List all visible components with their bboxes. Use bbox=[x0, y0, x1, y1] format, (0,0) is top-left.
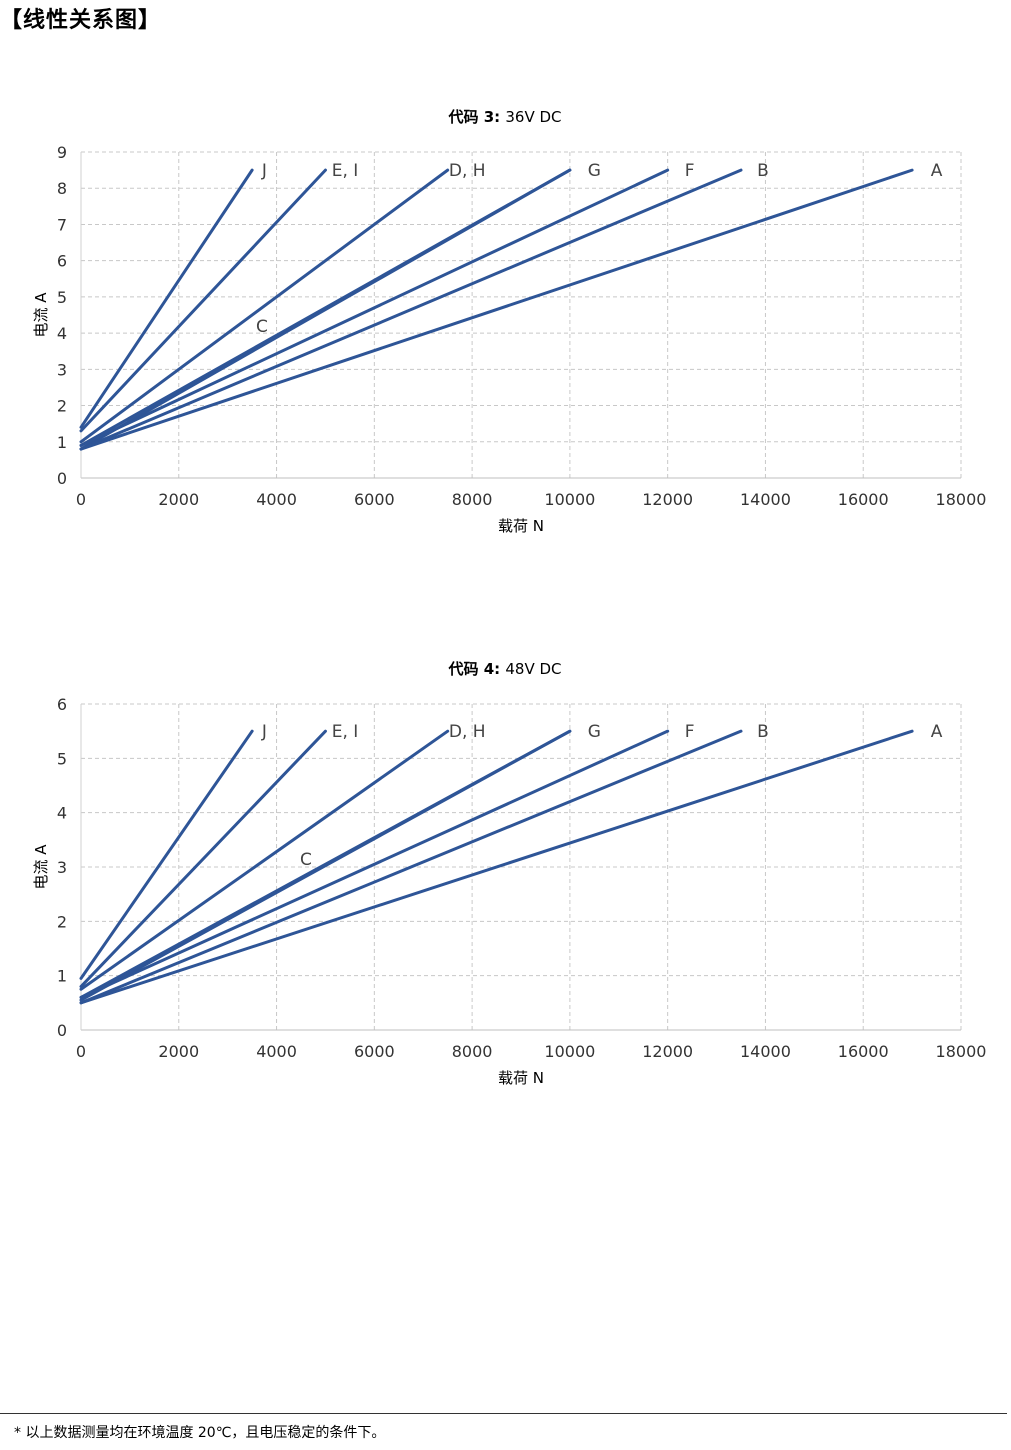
series-label: F bbox=[685, 161, 695, 181]
footer-divider bbox=[0, 1413, 1007, 1414]
y-tick-label: 5 bbox=[57, 749, 67, 768]
chart-code-3-svg: 代码 3: 36V DC 0 2000 4000 6000 8000 10000 12000 1… bbox=[32, 108, 987, 535]
series-line-dh bbox=[79, 729, 450, 991]
series-label: B bbox=[757, 161, 769, 181]
y-tick-label: 3 bbox=[57, 858, 67, 877]
x-tick-label: 14000 bbox=[740, 490, 791, 509]
x-tick-label: 8000 bbox=[452, 490, 493, 509]
series-line-c bbox=[79, 729, 572, 1002]
x-tick-label: 4000 bbox=[256, 1042, 297, 1061]
series-label: A bbox=[931, 161, 943, 181]
chart-subtitle: 48V DC bbox=[505, 660, 561, 678]
x-tick-label: 18000 bbox=[936, 490, 987, 509]
y-tick-label: 2 bbox=[57, 397, 67, 416]
series-line-f bbox=[79, 168, 670, 447]
series-line-b bbox=[79, 729, 743, 1005]
y-tick-label: 4 bbox=[57, 324, 67, 343]
y-tick-label: 9 bbox=[57, 143, 67, 162]
x-tick-label: 16000 bbox=[838, 1042, 889, 1061]
chart-title: 代码 3: 36V DC bbox=[447, 108, 561, 126]
series-label: A bbox=[931, 722, 943, 742]
series-label: C bbox=[256, 317, 268, 337]
x-tick-label: 6000 bbox=[354, 1042, 395, 1061]
series-line-dh bbox=[79, 168, 450, 444]
y-tick-label: 7 bbox=[57, 215, 67, 234]
series-label: J bbox=[261, 722, 267, 742]
chart-subtitle: 36V DC bbox=[505, 108, 561, 126]
footnote: * 以上数据测量均在环境温度 20℃，且电压稳定的条件下。 bbox=[14, 1425, 386, 1441]
page-heading: 【线性关系图】 bbox=[0, 8, 162, 33]
y-tick-label: 1 bbox=[57, 967, 67, 986]
series-label: C bbox=[300, 850, 312, 870]
x-tick-label: 12000 bbox=[642, 1042, 693, 1061]
chart-code-4: 代码 4: 48V DC 0 2000 4000 6000 8000 10000 12000 1… bbox=[0, 647, 1011, 1107]
x-tick-label: 14000 bbox=[740, 1042, 791, 1061]
series-line-a bbox=[79, 168, 914, 451]
series-label: B bbox=[757, 722, 769, 742]
series-line-a bbox=[79, 729, 914, 1005]
x-tick-label: 10000 bbox=[544, 1042, 595, 1061]
chart-title: 代码 4: 48V DC bbox=[447, 660, 561, 678]
x-tick-label: 4000 bbox=[256, 490, 297, 509]
series-label: F bbox=[685, 722, 695, 742]
chart-code-4-svg: 代码 4: 48V DC 0 2000 4000 6000 8000 10000 12000 1… bbox=[32, 660, 987, 1087]
y-axis-title: 电流 A bbox=[32, 292, 50, 338]
y-tick-label: 0 bbox=[57, 469, 67, 488]
y-tick-label: 2 bbox=[57, 912, 67, 931]
series-line-j bbox=[79, 729, 254, 980]
y-tick-label: 4 bbox=[57, 804, 67, 823]
x-tick-label: 2000 bbox=[158, 490, 199, 509]
x-tick-label: 0 bbox=[76, 490, 86, 509]
series-label: D, H bbox=[449, 161, 486, 181]
series-label: E, I bbox=[332, 161, 359, 181]
y-tick-label: 1 bbox=[57, 433, 67, 452]
series-line-j bbox=[79, 168, 254, 429]
x-tick-label: 12000 bbox=[642, 490, 693, 509]
y-tick-label: 3 bbox=[57, 360, 67, 379]
y-axis-title: 电流 A bbox=[32, 844, 50, 890]
y-tick-label: 6 bbox=[57, 252, 67, 271]
y-tick-label: 8 bbox=[57, 179, 67, 198]
series-line-ei bbox=[79, 729, 327, 989]
series-line-b bbox=[79, 168, 743, 451]
x-axis-title: 载荷 N bbox=[498, 1069, 544, 1087]
chart-code-3: 代码 3: 36V DC 0 2000 4000 6000 8000 10000 12000 1… bbox=[0, 95, 1011, 555]
y-tick-label: 5 bbox=[57, 288, 67, 307]
x-tick-label: 0 bbox=[76, 1042, 86, 1061]
series-label: D, H bbox=[449, 722, 486, 742]
x-tick-label: 2000 bbox=[158, 1042, 199, 1061]
chart-title-main: 代码 4: bbox=[447, 660, 505, 678]
series-line-c bbox=[79, 168, 572, 451]
y-tick-label: 0 bbox=[57, 1021, 67, 1040]
series-label: J bbox=[261, 161, 267, 181]
x-tick-label: 10000 bbox=[544, 490, 595, 509]
x-tick-label: 18000 bbox=[936, 1042, 987, 1061]
x-axis-title: 载荷 N bbox=[498, 517, 544, 535]
chart-title-main: 代码 3: bbox=[447, 108, 505, 126]
series-label: G bbox=[588, 722, 601, 742]
series-label: G bbox=[588, 161, 601, 181]
series-line-ei bbox=[79, 168, 327, 433]
x-tick-label: 16000 bbox=[838, 490, 889, 509]
x-tick-label: 6000 bbox=[354, 490, 395, 509]
series-line-f bbox=[79, 729, 670, 999]
series-label: E, I bbox=[332, 722, 359, 742]
y-tick-label: 6 bbox=[57, 695, 67, 714]
x-tick-label: 8000 bbox=[452, 1042, 493, 1061]
